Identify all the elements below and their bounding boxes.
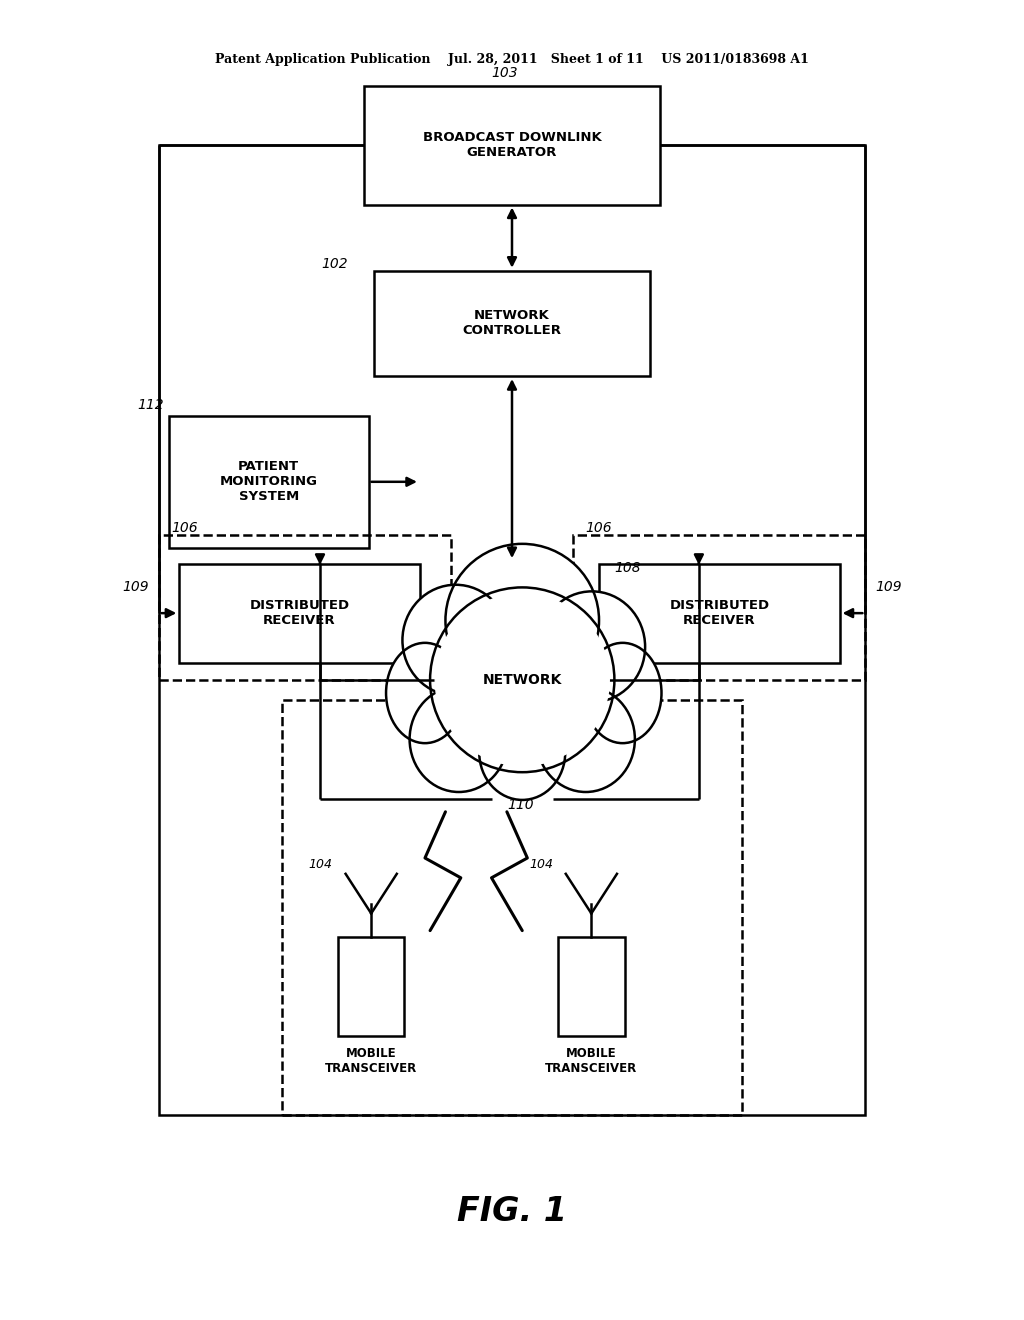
Ellipse shape xyxy=(537,686,635,792)
Text: DISTRIBUTED
RECEIVER: DISTRIBUTED RECEIVER xyxy=(250,599,349,627)
Text: MOBILE
TRANSCEIVER: MOBILE TRANSCEIVER xyxy=(325,1047,418,1074)
Text: Patent Application Publication    Jul. 28, 2011   Sheet 1 of 11    US 2011/01836: Patent Application Publication Jul. 28, … xyxy=(215,53,809,66)
Text: 108: 108 xyxy=(614,561,641,574)
Ellipse shape xyxy=(435,594,609,766)
Text: PATIENT
MONITORING
SYSTEM: PATIENT MONITORING SYSTEM xyxy=(220,461,317,503)
Text: 110: 110 xyxy=(507,799,534,812)
Bar xyxy=(558,937,625,1036)
Text: NETWORK: NETWORK xyxy=(482,673,562,686)
Text: 103: 103 xyxy=(492,66,518,79)
Ellipse shape xyxy=(445,544,599,697)
Text: MOBILE
TRANSCEIVER: MOBILE TRANSCEIVER xyxy=(545,1047,638,1074)
Bar xyxy=(374,271,650,376)
Bar xyxy=(179,564,420,663)
Text: 104: 104 xyxy=(309,858,333,871)
Text: 106: 106 xyxy=(171,521,198,535)
Text: NETWORK
CONTROLLER: NETWORK CONTROLLER xyxy=(463,309,561,338)
Text: 109: 109 xyxy=(876,579,902,594)
Text: DISTRIBUTED
RECEIVER: DISTRIBUTED RECEIVER xyxy=(670,599,769,627)
Text: FIG. 1: FIG. 1 xyxy=(457,1196,567,1228)
Ellipse shape xyxy=(430,587,614,772)
Bar xyxy=(338,937,404,1036)
Bar xyxy=(169,416,369,548)
Ellipse shape xyxy=(479,705,565,800)
Bar xyxy=(573,535,865,680)
Text: 109: 109 xyxy=(122,579,148,594)
Ellipse shape xyxy=(584,643,662,743)
Text: 102: 102 xyxy=(322,257,348,271)
Bar xyxy=(159,535,451,680)
Text: 106: 106 xyxy=(586,521,612,535)
Text: BROADCAST DOWNLINK
GENERATOR: BROADCAST DOWNLINK GENERATOR xyxy=(423,131,601,160)
Bar xyxy=(282,700,742,1115)
Text: 112: 112 xyxy=(137,399,164,412)
Bar xyxy=(599,564,840,663)
Ellipse shape xyxy=(539,591,645,702)
Bar xyxy=(364,86,660,205)
Bar xyxy=(159,145,865,1115)
Ellipse shape xyxy=(402,585,509,696)
Ellipse shape xyxy=(410,686,508,792)
Ellipse shape xyxy=(386,643,464,743)
Text: 104: 104 xyxy=(529,858,553,871)
